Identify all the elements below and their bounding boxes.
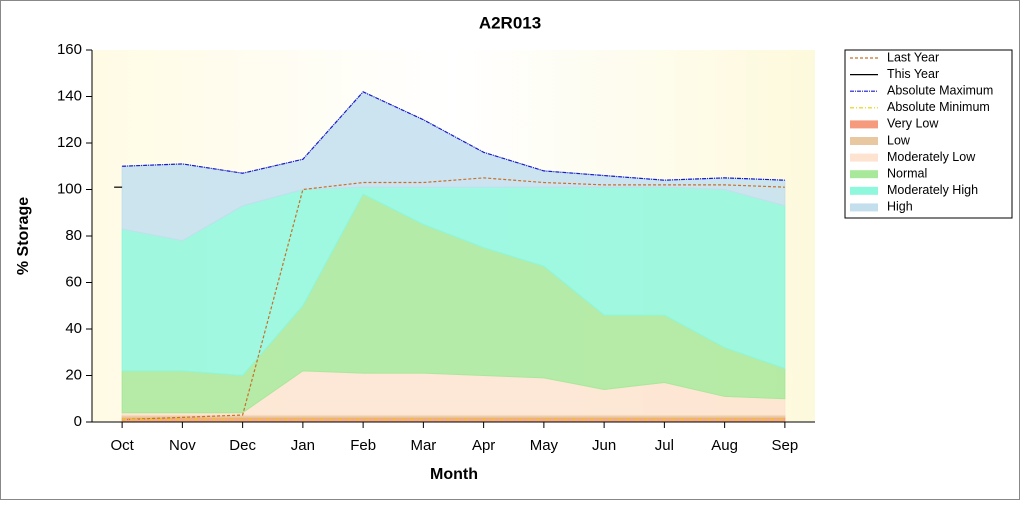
x-tick-label: Apr [472,437,495,454]
y-tick-label: 120 [57,134,82,151]
legend-label: Very Low [887,117,939,131]
y-tick-label: 100 [57,180,82,197]
legend-label: Moderately High [887,183,978,197]
series-line [122,177,785,421]
legend-swatch [850,153,878,162]
y-tick-label: 60 [65,273,82,290]
x-tick-label: Jun [592,437,616,454]
series-line [122,91,785,181]
y-tick-label: 40 [65,320,82,337]
legend-label: High [887,200,913,214]
y-tick-label: 20 [65,366,82,383]
x-tick-label: Nov [169,437,196,454]
legend-label: Moderately Low [887,150,976,164]
x-tick-label: Oct [110,437,134,454]
y-tick-label: 140 [57,87,82,104]
x-tick-label: Aug [711,437,738,454]
legend-swatch [850,137,878,145]
legend-label: Absolute Maximum [887,83,993,97]
x-tick-label: Feb [350,437,376,454]
legend-label: This Year [887,67,939,81]
legend-label: Absolute Minimum [887,100,990,114]
y-tick-label: 160 [57,41,82,58]
y-tick-label: 80 [65,227,82,244]
legend-label: Last Year [887,50,939,64]
y-axis-label: % Storage [15,197,32,275]
x-tick-label: Jan [291,437,315,454]
x-tick-label: Dec [229,437,256,454]
legend-swatch [850,170,878,179]
y-tick-label: 0 [74,413,82,430]
legend-label: Low [887,133,911,147]
x-tick-label: Sep [772,437,799,454]
chart-title: A2R013 [479,13,541,32]
x-axis-label: Month [430,466,478,483]
legend-swatch [850,120,878,129]
legend-swatch [850,203,878,212]
x-tick-label: Jul [655,437,674,454]
x-tick-label: May [530,437,559,454]
legend-label: Normal [887,166,927,180]
legend-swatch [850,186,878,195]
x-tick-label: Mar [410,437,436,454]
